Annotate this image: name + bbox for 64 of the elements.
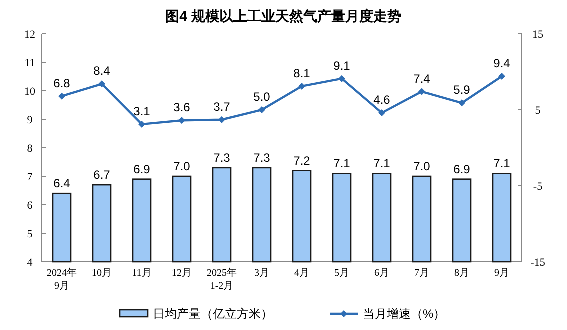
point [298, 82, 306, 90]
data-label: 8.1 [294, 66, 311, 80]
y-tick-label: 10 [24, 86, 36, 98]
y-tick-label: 4 [27, 257, 34, 269]
point [458, 100, 466, 107]
point [338, 75, 346, 82]
data-label: 6.8 [54, 76, 71, 90]
y2-tick-label: -5 [533, 181, 544, 193]
y-tick-label: 6 [27, 200, 34, 212]
x-tick-label: 5月 [334, 268, 350, 279]
data-label: 4.6 [374, 93, 391, 108]
data-label: 5.0 [254, 90, 271, 104]
y2-tick-label: 5 [535, 105, 542, 117]
x-tick-label: 8月 [454, 268, 470, 279]
point [58, 92, 66, 100]
x-tick-label: 10月 [92, 268, 112, 279]
data-label: 9.1 [334, 58, 351, 73]
x-tick-label: 2025年 1-2月 [207, 267, 237, 292]
legend-label: 日均产量（亿立方米） [153, 307, 273, 321]
x-tick-label: 9月 [494, 268, 510, 279]
point [98, 80, 106, 88]
data-label: 7.0 [174, 160, 191, 174]
point [218, 116, 226, 124]
x-tick-label: 7月 [414, 268, 430, 279]
data-label: 9.4 [494, 56, 511, 71]
data-label: 7.0 [414, 160, 431, 174]
data-label: 3.1 [134, 104, 151, 118]
point [138, 120, 146, 128]
data-label: 7.1 [334, 156, 351, 171]
chart-title: 图4 规模以上工业天然气产量月度走势 [166, 8, 402, 24]
y2-tick-label: -15 [530, 257, 546, 269]
data-label: 7.2 [294, 154, 311, 168]
data-label: 6.9 [134, 162, 151, 176]
x-tick-label: 12月 [172, 268, 192, 279]
x-tick-label: 11月 [132, 268, 152, 279]
y-tick-label: 7 [27, 172, 34, 184]
data-label: 3.6 [174, 100, 191, 115]
data-label: 7.1 [374, 156, 391, 171]
x-tick-label: 6月 [374, 268, 390, 279]
point [378, 110, 386, 117]
data-label: 6.7 [94, 168, 111, 182]
data-label: 3.7 [214, 100, 231, 114]
data-label: 7.3 [254, 150, 271, 165]
point [418, 88, 426, 96]
y-tick-label: 12 [24, 29, 36, 41]
y-tick-label: 5 [27, 228, 34, 240]
point [178, 117, 186, 124]
data-label: 5.9 [454, 83, 471, 98]
data-label: 7.1 [494, 156, 511, 171]
data-label: 6.9 [454, 162, 471, 176]
x-tick-label: 4月 [294, 268, 310, 279]
point [498, 73, 506, 80]
y2-tick-label: 15 [532, 29, 544, 41]
point [258, 106, 266, 114]
y-tick-label: 8 [27, 143, 34, 155]
y-tick-label: 9 [27, 114, 34, 126]
data-label: 6.4 [54, 176, 71, 191]
data-label: 8.4 [94, 64, 111, 78]
data-label: 7.4 [414, 72, 431, 86]
legend-label: 当月增速（%） [363, 307, 446, 321]
data-label: 7.3 [214, 150, 231, 165]
x-tick-label: 2024年 9月 [47, 267, 77, 292]
x-tick-label: 3月 [254, 268, 270, 279]
y-tick-label: 11 [24, 58, 36, 70]
